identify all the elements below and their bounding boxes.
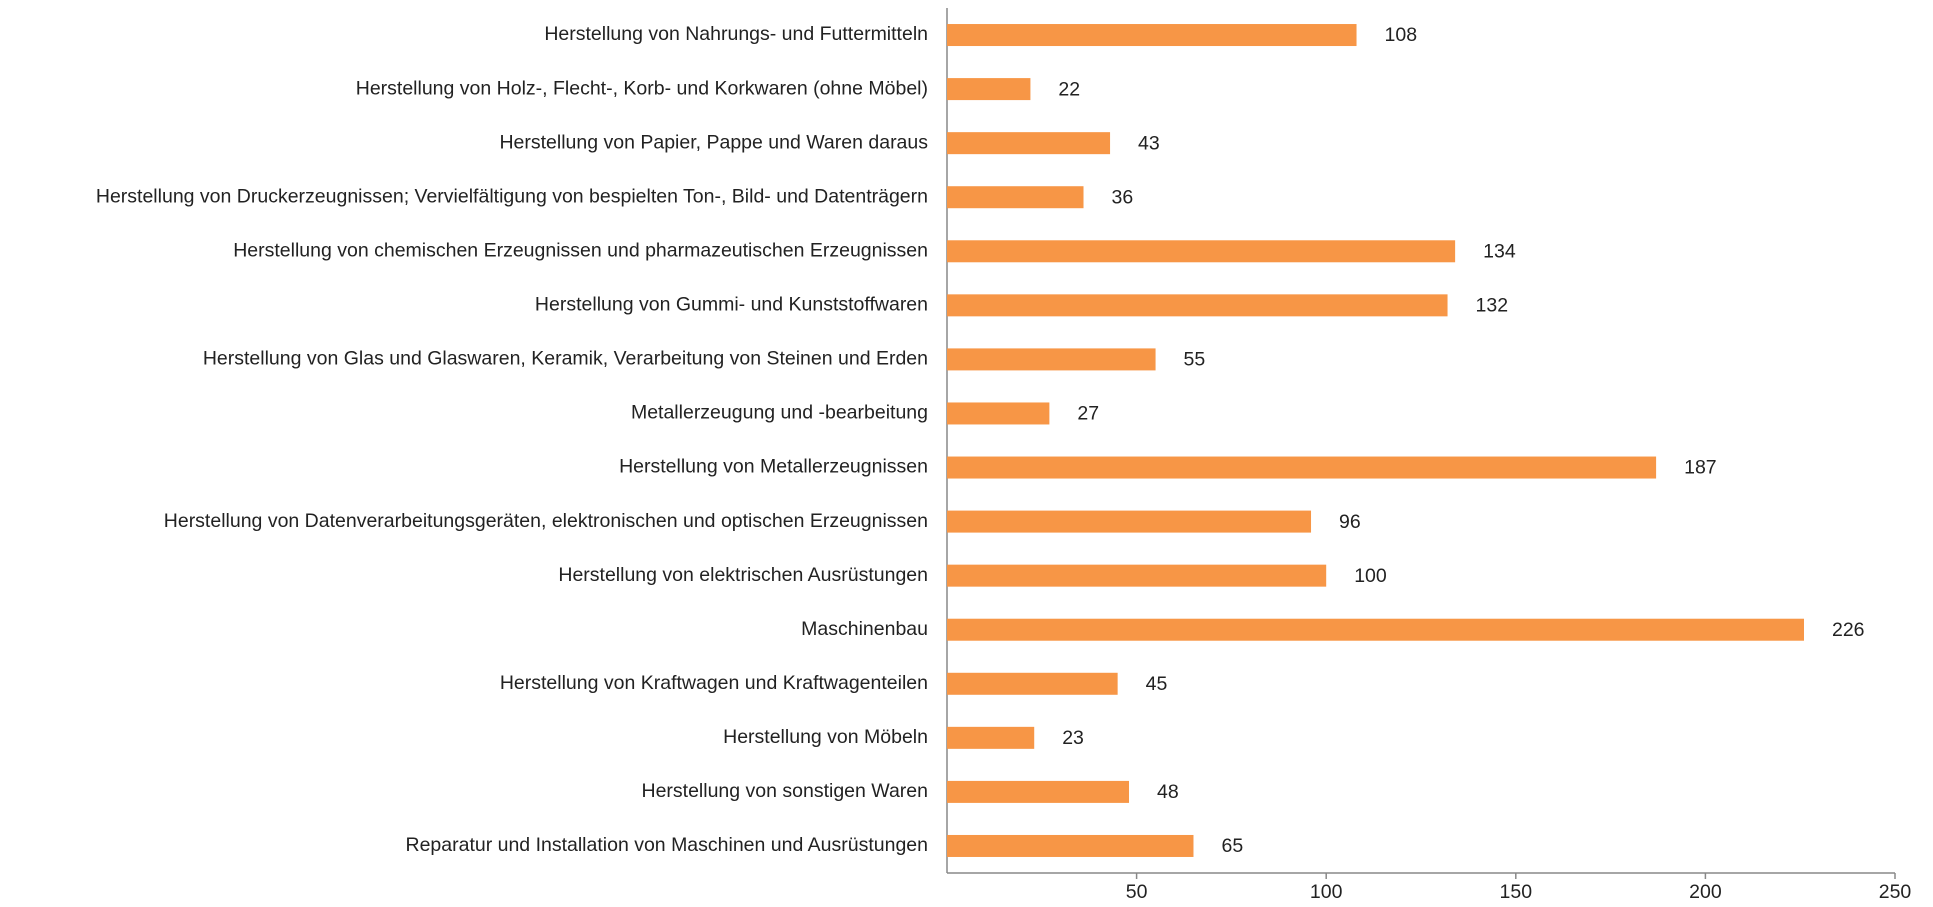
y-tick-label: Reparatur und Installation von Maschinen… (405, 834, 928, 856)
y-tick-label: Herstellung von elektrischen Ausrüstunge… (558, 564, 928, 586)
bar (947, 780, 1130, 803)
value-label: 45 (1146, 673, 1168, 695)
value-label: 187 (1684, 457, 1717, 479)
value-label: 134 (1483, 240, 1516, 262)
y-tick-label: Herstellung von Datenverarbeitungsgeräte… (164, 510, 928, 532)
y-tick-label: Maschinenbau (801, 618, 928, 640)
value-label: 43 (1138, 132, 1160, 154)
y-tick-label: Metallerzeugung und -bearbeitung (631, 402, 928, 424)
y-tick-label: Herstellung von Gummi- und Kunststoffwar… (535, 294, 928, 316)
x-tick-label: 150 (1500, 881, 1533, 903)
value-label: 23 (1062, 727, 1084, 749)
bar (947, 240, 1456, 263)
x-tick-label: 100 (1310, 881, 1343, 903)
bar (947, 726, 1035, 749)
value-label: 36 (1112, 186, 1134, 208)
value-label: 22 (1058, 78, 1080, 100)
value-label: 108 (1385, 24, 1418, 46)
y-tick-label: Herstellung von Nahrungs- und Futtermitt… (544, 23, 928, 45)
y-tick-label: Herstellung von sonstigen Waren (641, 780, 928, 802)
x-tick-label: 50 (1126, 881, 1148, 903)
y-tick-label: Herstellung von Druckerzeugnissen; Vervi… (96, 185, 928, 207)
bar (947, 186, 1084, 209)
y-tick-label: Herstellung von Glas und Glaswaren, Kera… (203, 348, 928, 370)
x-tick-label: 200 (1689, 881, 1722, 903)
y-tick-label: Herstellung von Holz-, Flecht-, Korb- un… (356, 77, 928, 99)
x-tick-label: 250 (1879, 881, 1912, 903)
bar (947, 402, 1050, 425)
bar (947, 564, 1327, 587)
bar (947, 834, 1194, 857)
bar (947, 348, 1156, 371)
bar (947, 294, 1448, 317)
y-tick-label: Herstellung von Papier, Pappe und Waren … (499, 131, 928, 153)
y-tick-label: Herstellung von chemischen Erzeugnissen … (233, 239, 928, 261)
value-label: 55 (1184, 349, 1206, 371)
value-label: 132 (1476, 295, 1509, 317)
bar (947, 456, 1657, 479)
y-tick-label: Herstellung von Kraftwagen und Kraftwage… (500, 672, 928, 694)
value-label: 27 (1077, 403, 1099, 425)
y-tick-label: Herstellung von Metallerzeugnissen (619, 456, 928, 478)
bar (947, 132, 1111, 155)
y-tick-label: Herstellung von Möbeln (723, 726, 928, 748)
bar (947, 618, 1804, 641)
value-label: 96 (1339, 511, 1361, 533)
bar (947, 78, 1031, 101)
bar (947, 510, 1312, 533)
value-label: 48 (1157, 781, 1179, 803)
value-label: 100 (1354, 565, 1387, 587)
bar (947, 672, 1118, 695)
value-label: 65 (1221, 835, 1243, 857)
bar (947, 24, 1357, 47)
value-label: 226 (1832, 619, 1865, 641)
